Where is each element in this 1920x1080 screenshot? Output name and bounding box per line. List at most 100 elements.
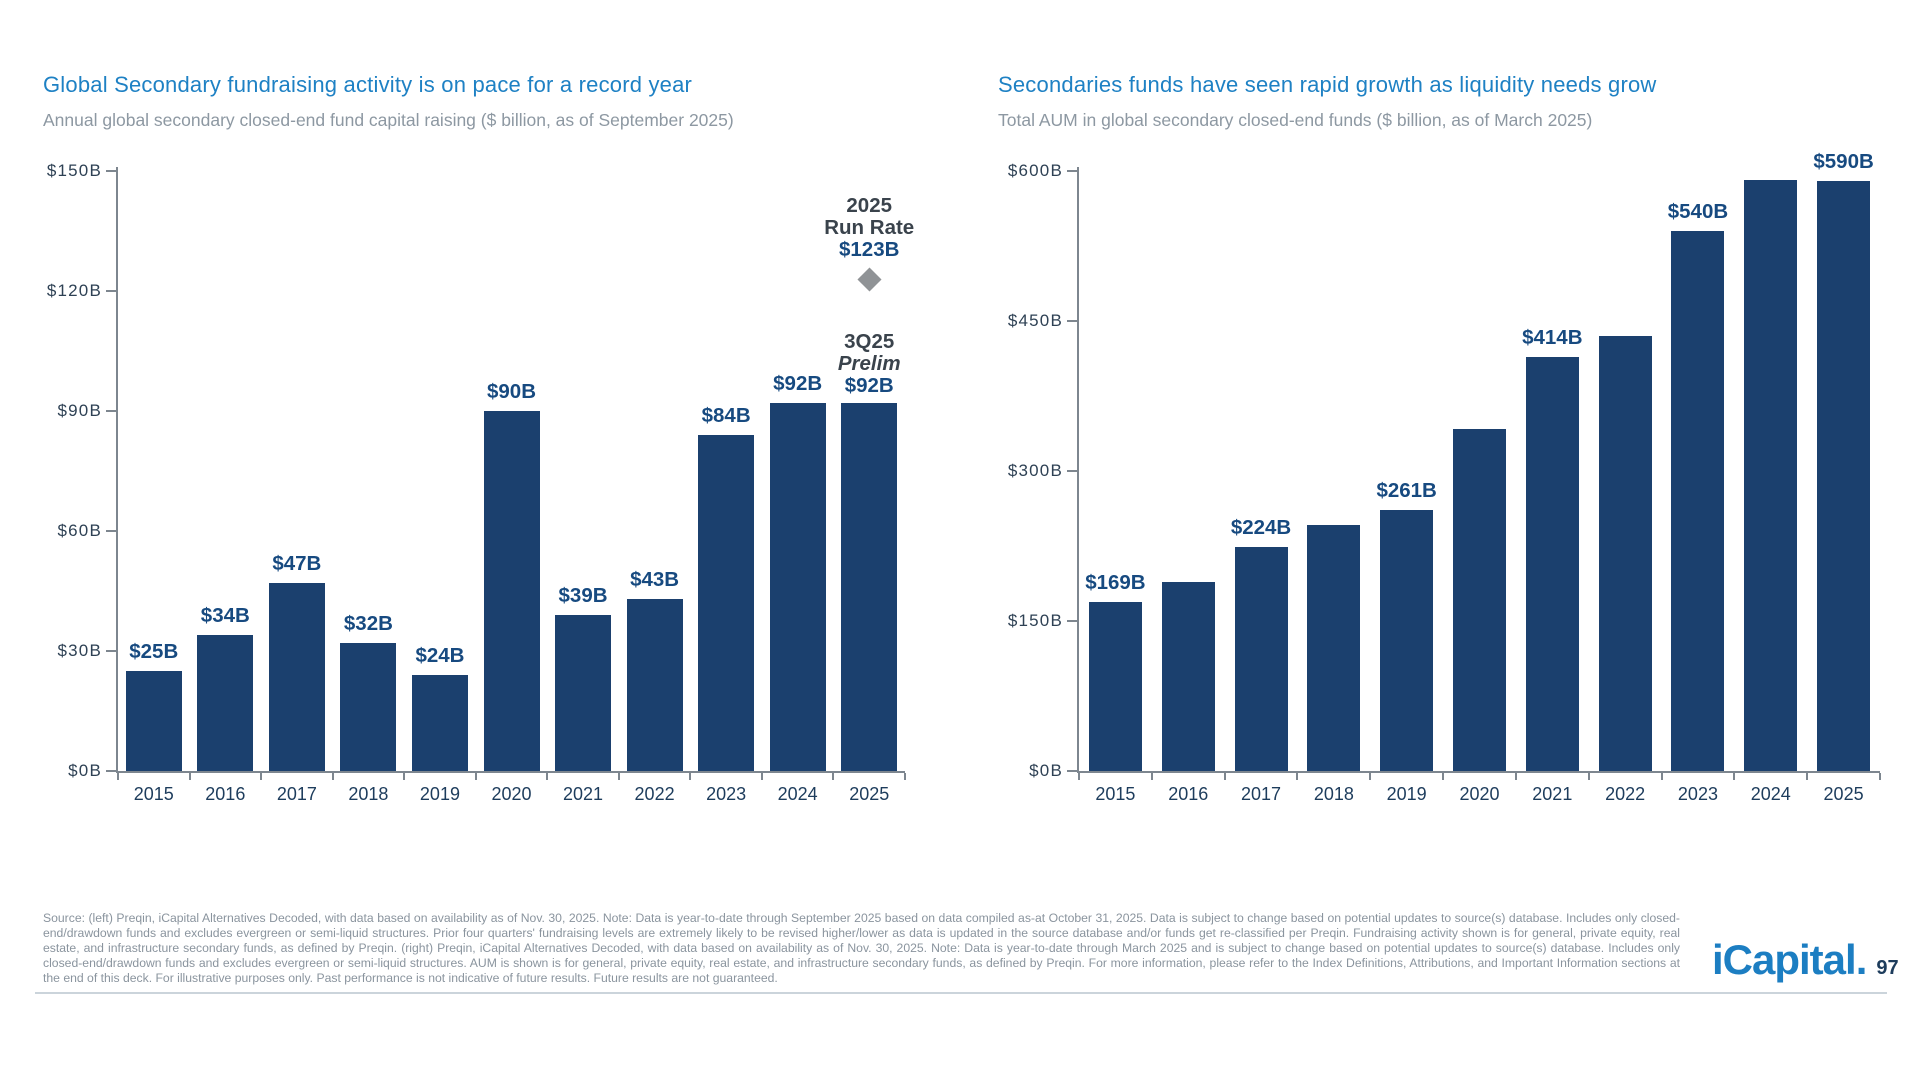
y-tick bbox=[1067, 170, 1077, 172]
x-tick bbox=[1660, 773, 1663, 780]
bar-2024 bbox=[1744, 180, 1798, 771]
x-tick bbox=[904, 773, 906, 780]
bar-2025 bbox=[1817, 181, 1871, 771]
run-rate-diamond-marker bbox=[857, 266, 882, 292]
bar-value-label: $169B bbox=[1085, 571, 1146, 594]
left-chart-subtitle: Annual global secondary closed-end fund … bbox=[43, 110, 734, 130]
prelim-line: 3Q25 bbox=[844, 330, 895, 353]
x-tick bbox=[1733, 773, 1736, 780]
x-category-label: 2015 bbox=[133, 784, 174, 804]
x-tick bbox=[1879, 773, 1881, 780]
x-tick bbox=[117, 773, 119, 780]
y-tick-label: $600B bbox=[1007, 161, 1063, 180]
bar-value-label: $224B bbox=[1230, 516, 1292, 539]
bar-2017 bbox=[268, 583, 325, 771]
x-tick bbox=[1587, 773, 1590, 780]
x-category-label: 2020 bbox=[1459, 784, 1500, 804]
prelim-value: $92B bbox=[844, 374, 894, 397]
x-category-label: 2023 bbox=[1677, 784, 1718, 804]
right-chart-title: Secondaries funds have seen rapid growth… bbox=[998, 72, 1657, 97]
bar-2019 bbox=[1380, 510, 1434, 771]
bar-value-label: $84B bbox=[701, 404, 751, 427]
bar-value-label: $90B bbox=[486, 380, 536, 403]
y-tick-label: $60B bbox=[57, 521, 102, 540]
y-tick-label: $450B bbox=[1007, 311, 1063, 330]
bar-2022 bbox=[626, 599, 683, 771]
bar-2016 bbox=[197, 635, 254, 771]
x-tick bbox=[403, 773, 406, 780]
x-tick bbox=[1442, 773, 1445, 780]
bar-value-label: $540B bbox=[1667, 200, 1729, 223]
x-category-label: 2017 bbox=[1241, 784, 1282, 804]
bar-2020 bbox=[1453, 429, 1506, 771]
bar-2017 bbox=[1234, 547, 1288, 771]
x-category-label: 2018 bbox=[1313, 784, 1354, 804]
y-tick-label: $0B bbox=[1029, 761, 1063, 780]
bar-value-label: $24B bbox=[415, 644, 465, 667]
x-tick bbox=[1806, 773, 1809, 780]
y-tick bbox=[106, 410, 116, 412]
y-tick bbox=[1067, 620, 1077, 622]
bar-value-label: $34B bbox=[200, 604, 250, 627]
x-tick bbox=[689, 773, 692, 780]
x-tick bbox=[1369, 773, 1372, 780]
bar-value-label: $261B bbox=[1376, 479, 1437, 502]
y-tick bbox=[1067, 470, 1077, 472]
y-tick-label: $300B bbox=[1007, 461, 1063, 480]
x-tick bbox=[546, 773, 549, 780]
bar-2018 bbox=[340, 643, 397, 771]
bar-2016 bbox=[1161, 582, 1215, 771]
x-category-label: 2021 bbox=[563, 784, 604, 804]
bar-2018 bbox=[1307, 525, 1361, 771]
x-category-label: 2018 bbox=[348, 784, 389, 804]
y-axis-line bbox=[116, 167, 118, 773]
prelim-annotation: 3Q25 Prelim $92B bbox=[774, 331, 964, 397]
x-category-label: 2016 bbox=[205, 784, 246, 804]
x-tick bbox=[1078, 773, 1080, 780]
x-category-label: 2025 bbox=[1823, 784, 1864, 804]
y-tick bbox=[106, 770, 116, 772]
bar-2024 bbox=[769, 403, 826, 771]
y-tick bbox=[106, 170, 116, 172]
x-tick bbox=[1223, 773, 1226, 780]
x-tick bbox=[1514, 773, 1517, 780]
bar-2015 bbox=[125, 671, 182, 771]
icapital-logo-mark: . bbox=[1855, 936, 1868, 983]
y-axis-line bbox=[1077, 167, 1079, 773]
x-category-label: 2022 bbox=[1605, 784, 1646, 804]
bar-2021 bbox=[1525, 357, 1579, 771]
x-tick bbox=[1150, 773, 1153, 780]
bar-value-label: $92B bbox=[773, 372, 823, 395]
bar-2025 bbox=[841, 403, 898, 771]
y-tick-label: $150B bbox=[1007, 611, 1063, 630]
right-chart-subtitle: Total AUM in global secondary closed-end… bbox=[998, 110, 1593, 130]
x-tick bbox=[331, 773, 334, 780]
brand-block: iCapital. 97 bbox=[1712, 936, 1899, 984]
bar-value-label: $414B bbox=[1522, 326, 1583, 349]
page-number: 97 bbox=[1876, 957, 1899, 979]
bar-2020 bbox=[483, 411, 540, 771]
x-category-label: 2021 bbox=[1532, 784, 1573, 804]
bar-2022 bbox=[1598, 336, 1652, 771]
bar-2019 bbox=[411, 675, 468, 771]
x-category-label: 2016 bbox=[1168, 784, 1209, 804]
x-category-label: 2025 bbox=[849, 784, 890, 804]
x-category-label: 2024 bbox=[777, 784, 818, 804]
y-tick bbox=[106, 650, 116, 652]
bar-value-label: $43B bbox=[630, 568, 680, 591]
icapital-logo: iCapital bbox=[1712, 936, 1857, 983]
bar-2023 bbox=[698, 435, 755, 771]
bar-value-label: $39B bbox=[558, 584, 608, 607]
bar-2023 bbox=[1671, 231, 1725, 771]
x-category-label: 2022 bbox=[634, 784, 675, 804]
bar-value-label: $32B bbox=[343, 612, 393, 635]
x-tick bbox=[1296, 773, 1299, 780]
x-tick bbox=[474, 773, 477, 780]
x-category-label: 2024 bbox=[1750, 784, 1791, 804]
x-category-label: 2023 bbox=[706, 784, 747, 804]
y-tick bbox=[1067, 320, 1077, 322]
bar-value-label: $47B bbox=[272, 552, 322, 575]
y-tick bbox=[1067, 770, 1077, 772]
x-axis-line bbox=[116, 771, 905, 773]
